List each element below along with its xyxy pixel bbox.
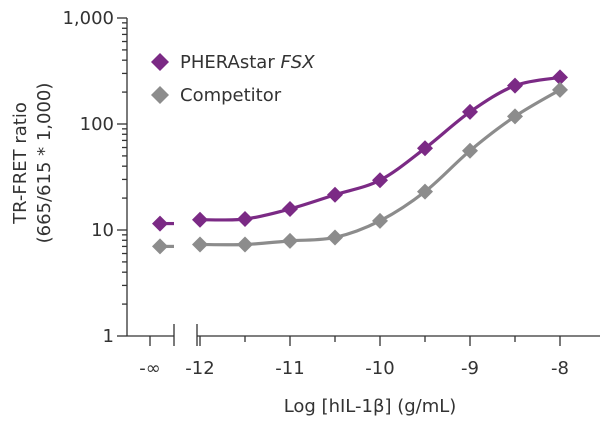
legend-label: Competitor [180, 85, 282, 106]
y-axis-title: TR-FRET ratio (665/615 * 1,000) [10, 83, 55, 244]
y-tick-label: 1,000 [62, 8, 114, 29]
x-tick-label: -∞ [139, 358, 161, 379]
data-point [237, 210, 253, 227]
y-axis-title-line-1: TR-FRET ratio [10, 102, 31, 225]
data-point [327, 229, 343, 246]
data-point [152, 215, 168, 232]
x-axis-title: Log [hIL-1β] (g/mL) [284, 396, 457, 417]
data-point [507, 108, 523, 125]
x-tick-label: -12 [185, 358, 214, 379]
data-point [192, 211, 208, 228]
x-tick-label: -11 [275, 358, 304, 379]
data-point [552, 69, 568, 86]
y-tick-label: 1 [103, 326, 114, 347]
x-tick-label: -10 [365, 358, 394, 379]
data-point [237, 236, 253, 253]
data-point [507, 77, 523, 94]
data-point [462, 103, 478, 120]
data-point [417, 183, 433, 200]
data-point [282, 200, 298, 217]
legend-marker [151, 53, 169, 71]
legend-label-main: PHERAstar [180, 52, 280, 73]
data-point [417, 140, 433, 157]
data-point [327, 186, 343, 203]
x-tick-label: -9 [461, 358, 479, 379]
data-point [192, 236, 208, 253]
data-point [152, 238, 168, 255]
y-tick-label: 100 [80, 114, 114, 135]
legend-label: PHERAstar FSX [180, 52, 315, 73]
y-tick-label: 10 [91, 220, 114, 241]
axes: 1 10 100 1,000 -∞ -12 -11 -10 -9 -8 [62, 8, 600, 379]
legend-label-main: Competitor [180, 85, 282, 106]
legend-label-italic: FSX [280, 52, 315, 73]
data-point [552, 81, 568, 98]
legend: PHERAstar FSX Competitor [151, 52, 315, 106]
x-tick-label: -8 [551, 358, 569, 379]
data-point [372, 172, 388, 189]
data-markers [152, 69, 568, 255]
data-point [372, 212, 388, 229]
y-axis-title-line-2: (665/615 * 1,000) [34, 83, 55, 244]
legend-marker [151, 86, 169, 104]
data-point [462, 142, 478, 159]
data-point [282, 232, 298, 249]
